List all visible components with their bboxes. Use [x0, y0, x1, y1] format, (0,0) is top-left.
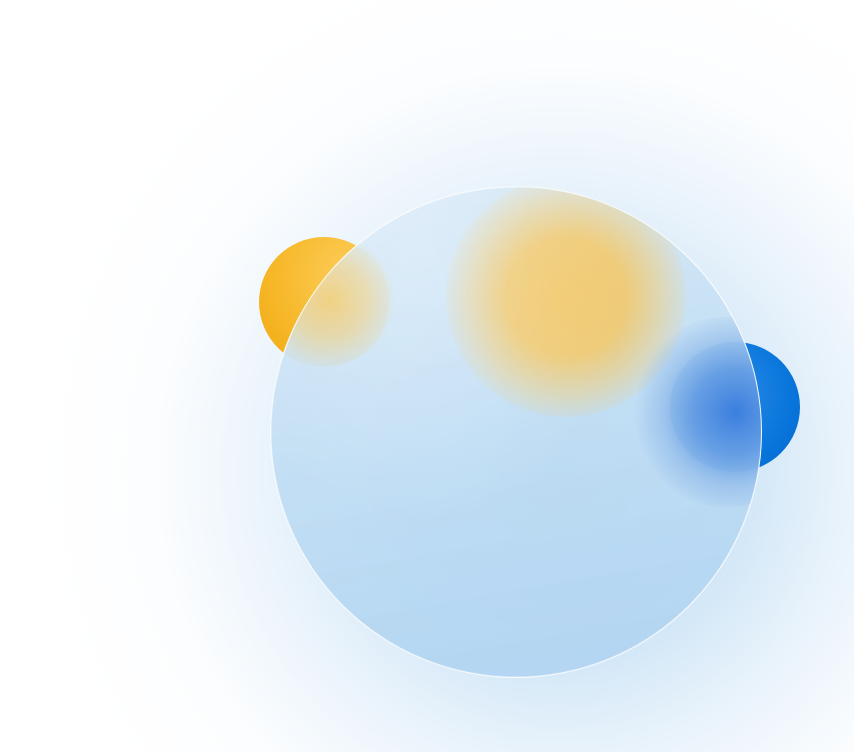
frosted-glass-circle	[270, 186, 762, 678]
glass-sheen	[271, 187, 761, 677]
blurred-yellow-orb-reflection	[271, 235, 395, 365]
